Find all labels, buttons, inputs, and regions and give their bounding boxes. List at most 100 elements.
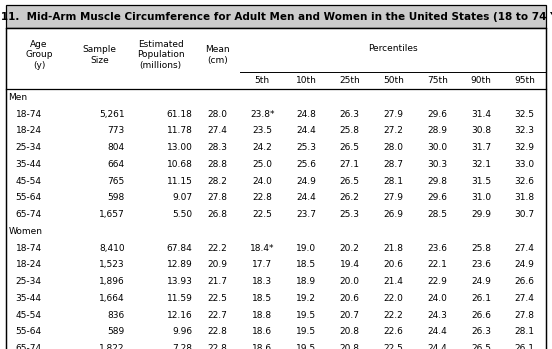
Text: 27.4: 27.4 — [208, 126, 227, 135]
Text: 75th: 75th — [427, 76, 448, 85]
Text: 25.3: 25.3 — [296, 143, 316, 152]
Text: 27.9: 27.9 — [384, 193, 404, 202]
Text: Mean
(cm): Mean (cm) — [205, 45, 230, 65]
Text: Sample
Size: Sample Size — [83, 45, 116, 65]
Text: 27.4: 27.4 — [514, 244, 534, 253]
Text: 22.2: 22.2 — [208, 244, 227, 253]
Text: 589: 589 — [108, 327, 125, 336]
Text: 26.3: 26.3 — [339, 110, 360, 119]
Text: 5,261: 5,261 — [99, 110, 125, 119]
Text: 27.8: 27.8 — [514, 311, 535, 320]
Text: 18.8: 18.8 — [252, 311, 272, 320]
Text: 25.8: 25.8 — [339, 126, 360, 135]
Text: 32.5: 32.5 — [514, 110, 535, 119]
Text: 30.8: 30.8 — [471, 126, 491, 135]
Text: 31.0: 31.0 — [471, 193, 491, 202]
Text: 29.9: 29.9 — [471, 210, 491, 219]
Text: 9.96: 9.96 — [172, 327, 192, 336]
Text: 1,657: 1,657 — [99, 210, 125, 219]
Text: 55-64: 55-64 — [15, 327, 41, 336]
Text: 5.50: 5.50 — [172, 210, 192, 219]
Text: 23.6: 23.6 — [471, 260, 491, 269]
Text: 21.4: 21.4 — [384, 277, 404, 286]
Text: 1,822: 1,822 — [99, 344, 125, 349]
Text: 17.7: 17.7 — [252, 260, 272, 269]
Text: 27.2: 27.2 — [384, 126, 404, 135]
Text: 26.9: 26.9 — [384, 210, 404, 219]
Text: 27.9: 27.9 — [384, 110, 404, 119]
Text: 19.2: 19.2 — [296, 294, 316, 303]
Text: Percentiles: Percentiles — [369, 44, 418, 53]
Text: 20.2: 20.2 — [340, 244, 360, 253]
Text: 22.5: 22.5 — [208, 294, 227, 303]
Text: 9.07: 9.07 — [172, 193, 192, 202]
Text: 26.5: 26.5 — [471, 344, 491, 349]
Text: 22.0: 22.0 — [384, 294, 404, 303]
Text: Women: Women — [8, 227, 43, 236]
Text: 25-34: 25-34 — [15, 277, 41, 286]
Text: 26.8: 26.8 — [208, 210, 227, 219]
Text: 18-74: 18-74 — [15, 110, 41, 119]
Text: 25.3: 25.3 — [339, 210, 360, 219]
Text: 24.4: 24.4 — [296, 193, 316, 202]
Text: 35-44: 35-44 — [15, 160, 41, 169]
Text: 24.0: 24.0 — [427, 294, 447, 303]
Text: Table 11.  Mid-Arm Muscle Circumference for Adult Men and Women in the United St: Table 11. Mid-Arm Muscle Circumference f… — [0, 12, 552, 22]
Text: 90th: 90th — [470, 76, 491, 85]
Text: 24.0: 24.0 — [252, 177, 272, 186]
Text: 30.7: 30.7 — [514, 210, 535, 219]
Text: 26.1: 26.1 — [471, 294, 491, 303]
Text: 24.9: 24.9 — [296, 177, 316, 186]
Text: 22.9: 22.9 — [427, 277, 447, 286]
Text: 18.5: 18.5 — [252, 294, 272, 303]
Text: 24.8: 24.8 — [296, 110, 316, 119]
Text: 19.5: 19.5 — [296, 327, 316, 336]
Text: 31.4: 31.4 — [471, 110, 491, 119]
Text: 12.16: 12.16 — [167, 311, 192, 320]
Text: 25-34: 25-34 — [15, 143, 41, 152]
Text: 836: 836 — [108, 311, 125, 320]
Text: 24.4: 24.4 — [427, 327, 447, 336]
Text: 19.0: 19.0 — [296, 244, 316, 253]
Text: 21.7: 21.7 — [208, 277, 227, 286]
Text: 95th: 95th — [514, 76, 535, 85]
Text: 20.6: 20.6 — [384, 260, 404, 269]
Text: 12.89: 12.89 — [167, 260, 192, 269]
Text: 18.6: 18.6 — [252, 344, 272, 349]
Text: 27.8: 27.8 — [208, 193, 227, 202]
Text: 29.6: 29.6 — [427, 193, 447, 202]
Text: Estimated
Population
(millions): Estimated Population (millions) — [137, 40, 184, 70]
Text: 26.2: 26.2 — [340, 193, 360, 202]
Text: 24.9: 24.9 — [514, 260, 534, 269]
Text: 20.0: 20.0 — [339, 277, 360, 286]
Text: 22.6: 22.6 — [384, 327, 404, 336]
Text: 20.9: 20.9 — [208, 260, 227, 269]
Text: 35-44: 35-44 — [15, 294, 41, 303]
Text: 22.5: 22.5 — [384, 344, 404, 349]
Text: Men: Men — [8, 93, 28, 102]
Text: 28.1: 28.1 — [514, 327, 535, 336]
Text: 23.5: 23.5 — [252, 126, 272, 135]
Text: 20.8: 20.8 — [339, 327, 360, 336]
Text: 29.8: 29.8 — [427, 177, 447, 186]
Text: 30.0: 30.0 — [427, 143, 447, 152]
Text: 1,664: 1,664 — [99, 294, 125, 303]
Text: 24.9: 24.9 — [471, 277, 491, 286]
Text: 19.5: 19.5 — [296, 344, 316, 349]
Text: 32.3: 32.3 — [514, 126, 535, 135]
Text: 26.5: 26.5 — [339, 143, 360, 152]
Text: 24.2: 24.2 — [252, 143, 272, 152]
Text: Age
Group
(y): Age Group (y) — [25, 40, 53, 70]
Text: 25.8: 25.8 — [471, 244, 491, 253]
Text: 24.4: 24.4 — [427, 344, 447, 349]
Text: 11.78: 11.78 — [167, 126, 192, 135]
Text: 21.8: 21.8 — [384, 244, 404, 253]
Text: 5th: 5th — [254, 76, 270, 85]
Text: 30.3: 30.3 — [427, 160, 447, 169]
Text: 45-54: 45-54 — [15, 177, 41, 186]
Text: 28.1: 28.1 — [384, 177, 404, 186]
Text: 32.1: 32.1 — [471, 160, 491, 169]
Text: 18.4*: 18.4* — [250, 244, 274, 253]
Text: 18-74: 18-74 — [15, 244, 41, 253]
Text: 18-24: 18-24 — [15, 260, 41, 269]
